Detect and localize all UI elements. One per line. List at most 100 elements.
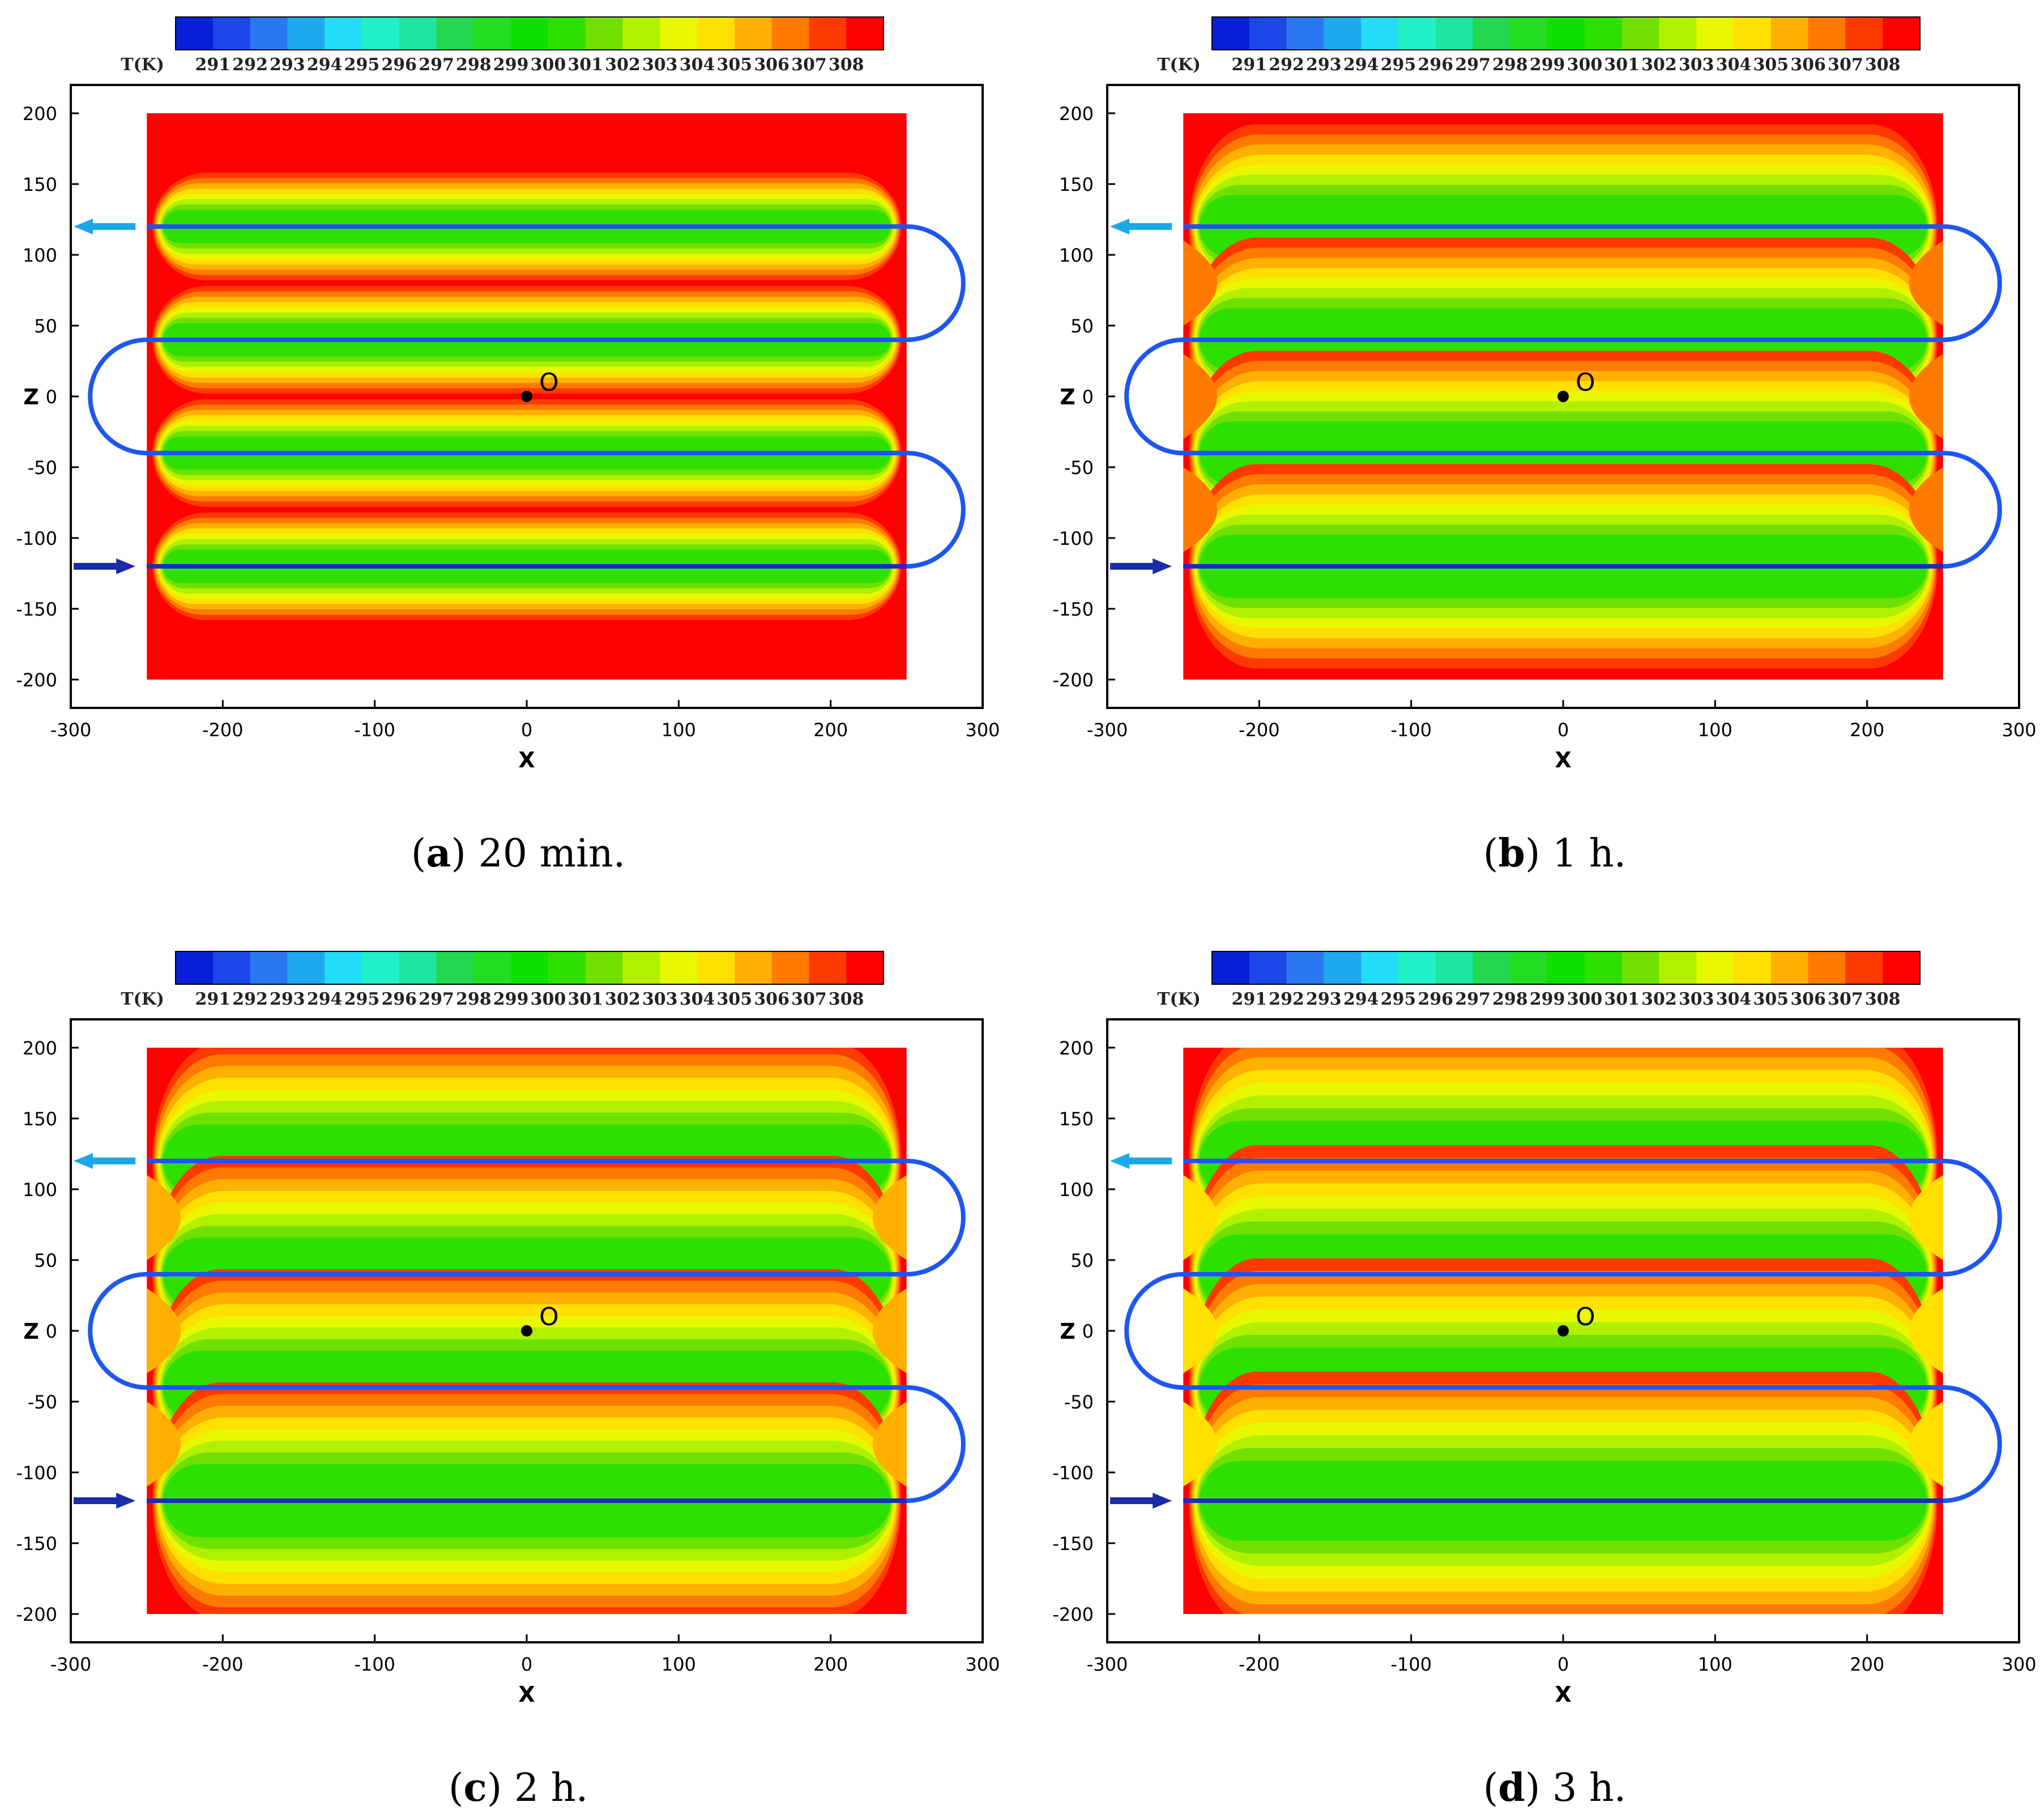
colorbar-tick: 294 xyxy=(1343,989,1379,1009)
colorbar-swatch xyxy=(809,951,847,984)
colorbar-swatch xyxy=(1770,17,1809,50)
x-tick-label: 100 xyxy=(1698,719,1733,741)
x-tick-label: 300 xyxy=(2002,719,2036,741)
colorbar-tick: 305 xyxy=(717,55,753,75)
colorbar-swatch xyxy=(1547,951,1585,984)
colorbar-swatch xyxy=(1808,951,1846,984)
edge-plume xyxy=(147,1402,181,1487)
colorbar-swatch xyxy=(1770,951,1809,984)
x-tick-label: 200 xyxy=(1850,719,1884,741)
colorbar-tick: 308 xyxy=(829,989,864,1009)
edge-plume xyxy=(1909,467,1943,552)
colorbar-tick: 307 xyxy=(1828,55,1863,75)
y-tick-label: -50 xyxy=(28,1391,57,1413)
colorbar-tick: 305 xyxy=(1753,55,1789,75)
colorbar-tick: 308 xyxy=(1865,55,1901,75)
colorbar-tick: 297 xyxy=(419,989,454,1009)
y-tick-label: 0 xyxy=(1082,1321,1094,1342)
colorbar-swatch xyxy=(1473,17,1510,50)
point-o xyxy=(1557,391,1569,402)
y-tick-label: 200 xyxy=(23,1037,57,1059)
edge-plume xyxy=(872,1288,907,1373)
colorbar-tick: 295 xyxy=(344,55,380,75)
panel-letter: d xyxy=(1498,1765,1525,1811)
edge-plume xyxy=(1183,1402,1218,1487)
axes: -300 -200 -100 0 100 200 300 200 150 100 50 0 -50 -10… xyxy=(16,84,1000,772)
axes: -300 -200 -100 0 100 200 300 200 150 100 50 0 -50 -10… xyxy=(1052,1018,2037,1707)
pipe-path xyxy=(1124,224,2002,569)
edge-plume xyxy=(1909,1402,1943,1487)
y-tick-label: -100 xyxy=(1052,528,1094,549)
colorbar: T(K) 291 292 293 294 295 296 297 298 299 300 301 302… xyxy=(1157,16,1921,75)
colorbar-tick: 293 xyxy=(1306,55,1342,75)
x-tick-label: 100 xyxy=(662,719,696,741)
edge-plume xyxy=(872,1402,907,1487)
axes: -300 -200 -100 0 100 200 300 200 150 100 50 0 -50 -10… xyxy=(1052,84,2037,772)
colorbar-tick: 308 xyxy=(829,55,864,75)
colorbar-swatch xyxy=(287,17,325,50)
colorbar-swatch xyxy=(176,951,214,984)
colorbar-tick: 303 xyxy=(642,989,678,1009)
edge-plume xyxy=(1183,1288,1218,1373)
colorbar-swatch xyxy=(1398,951,1436,984)
colorbar-swatch xyxy=(325,17,362,50)
colorbar-swatch xyxy=(1547,17,1585,50)
colorbar-swatch xyxy=(1435,17,1474,50)
y-tick-label: 100 xyxy=(1059,245,1094,266)
point-o-label: O xyxy=(1576,368,1595,397)
colorbar-tick: 300 xyxy=(531,989,566,1009)
colorbar-tick: 293 xyxy=(270,989,305,1009)
colorbar-swatch xyxy=(548,951,586,984)
x-tick-label: -200 xyxy=(1239,719,1280,741)
y-tick-label: 200 xyxy=(23,103,57,125)
y-axis-label: Z xyxy=(1060,1319,1076,1344)
panel-a: T(K) 291 292 293 294 295 296 297 298 299 300 301 302… xyxy=(16,16,1000,876)
colorbar-swatch xyxy=(734,951,773,984)
y-tick-label: 0 xyxy=(1082,386,1094,408)
y-tick-label: 100 xyxy=(23,1179,57,1201)
colorbar-tick: 296 xyxy=(1418,55,1453,75)
y-tick-label: 50 xyxy=(1070,1250,1094,1271)
edge-plume xyxy=(147,1288,181,1373)
edge-plume xyxy=(1909,1175,1943,1260)
y-axis-label: Z xyxy=(1060,385,1076,409)
x-tick-label: 300 xyxy=(965,719,1000,741)
colorbar-swatch xyxy=(1398,17,1436,50)
panel-letter: b xyxy=(1498,831,1525,876)
x-tick-label: 100 xyxy=(1698,1654,1733,1675)
colorbar-tick: 302 xyxy=(1641,989,1677,1009)
y-tick-label: -50 xyxy=(28,457,57,479)
x-axis-label: X xyxy=(1555,748,1571,772)
x-tick-label: -300 xyxy=(50,1654,92,1675)
pipe-path xyxy=(88,1159,966,1503)
y-axis-label: Z xyxy=(23,1319,39,1344)
y-tick-label: 50 xyxy=(34,1250,57,1271)
colorbar: T(K) 291 292 293 294 295 296 297 298 299 300 301 302… xyxy=(1157,951,1921,1009)
colorbar-tick: 301 xyxy=(1604,989,1640,1009)
y-tick-label: -150 xyxy=(1052,1533,1094,1555)
colorbar-swatch xyxy=(287,951,325,984)
colorbar-swatch xyxy=(1808,17,1846,50)
colorbar-swatch xyxy=(1286,951,1324,984)
colorbar-swatch xyxy=(1249,17,1287,50)
y-tick-label: 150 xyxy=(23,174,57,195)
colorbar-tick: 295 xyxy=(1381,989,1416,1009)
x-tick-label: 0 xyxy=(1557,1654,1569,1675)
colorbar-swatch xyxy=(622,17,660,50)
colorbar-tick: 303 xyxy=(1679,989,1714,1009)
colorbar-swatch xyxy=(697,17,735,50)
y-tick-label: 150 xyxy=(1059,1108,1094,1130)
colorbar-tick: 299 xyxy=(493,55,529,75)
y-tick-label: 100 xyxy=(23,245,57,266)
colorbar-swatch xyxy=(176,17,214,50)
colorbar-tick: 302 xyxy=(605,989,641,1009)
y-axis-label: Z xyxy=(23,385,39,409)
colorbar-label: T(K) xyxy=(1157,989,1201,1009)
point-o xyxy=(521,1325,532,1337)
colorbar-swatch xyxy=(1473,951,1510,984)
colorbar-tick: 306 xyxy=(754,989,790,1009)
y-tick-label: 150 xyxy=(1059,174,1094,195)
y-tick-label: 0 xyxy=(46,386,57,408)
colorbar: T(K) 291 292 293 294 295 296 297 298 299 300 301 302… xyxy=(121,16,884,75)
edge-plume xyxy=(1183,1175,1218,1260)
